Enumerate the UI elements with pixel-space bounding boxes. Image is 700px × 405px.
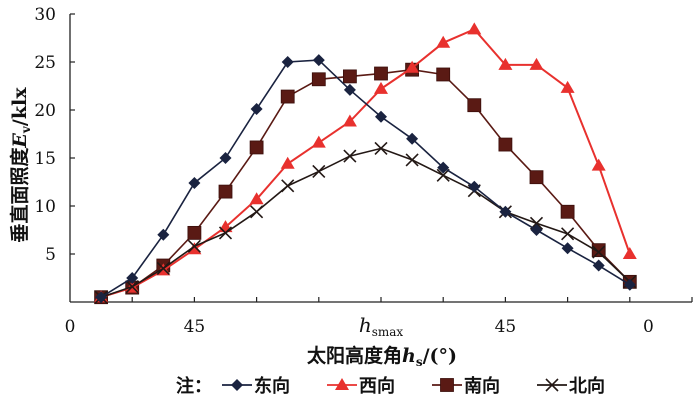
data-point	[218, 226, 233, 240]
y-axis-label: 垂直面照度Ev/klx	[8, 87, 33, 243]
legend-item: 南向	[432, 375, 500, 397]
data-point	[561, 242, 574, 255]
data-point	[436, 168, 450, 182]
data-point	[498, 57, 513, 70]
data-point	[219, 152, 232, 164]
data-point	[467, 22, 482, 35]
data-point	[342, 69, 357, 84]
data-point	[437, 161, 450, 174]
data-point	[591, 158, 606, 171]
legend-label: 东向	[254, 375, 290, 397]
data-point	[591, 243, 606, 258]
data-point	[126, 272, 139, 284]
legend-marker	[440, 378, 454, 392]
legend-prefix: 注：	[176, 375, 212, 397]
data-point	[405, 60, 420, 73]
legend-label: 北向	[569, 375, 605, 397]
data-point	[187, 225, 202, 240]
data-point	[374, 81, 388, 94]
legend: 注： 东向 西向 南向 北向	[176, 375, 605, 397]
data-point	[468, 180, 481, 193]
y-tick-label: 20	[34, 101, 56, 121]
data-point	[95, 291, 108, 304]
data-point	[436, 67, 451, 82]
data-point	[530, 224, 543, 236]
legend-label: 南向	[464, 375, 500, 397]
y-tick-label: 25	[34, 53, 56, 73]
y-tick-label: 30	[34, 5, 56, 25]
y-tick-label: 15	[34, 149, 56, 169]
data-point	[529, 57, 544, 70]
x-tick-label: 45	[184, 317, 206, 337]
y-tick-label: 5	[45, 245, 56, 265]
data-point	[436, 35, 451, 48]
x-axis-label: 太阳高度角hs/(°)	[307, 344, 457, 369]
data-point	[560, 204, 575, 219]
data-point	[498, 137, 513, 152]
legend-label: 西向	[359, 375, 395, 397]
y-tick-label: 10	[34, 197, 56, 217]
data-point	[249, 140, 264, 155]
data-point	[125, 280, 139, 294]
legend-marker	[231, 379, 243, 391]
data-point	[467, 98, 482, 113]
x-tick-label: 0	[643, 317, 654, 337]
x-tick-label: 45	[495, 317, 517, 337]
data-point	[375, 110, 387, 123]
series-line	[100, 147, 631, 298]
data-point	[280, 89, 295, 104]
data-point	[187, 242, 202, 255]
data-point	[622, 247, 637, 259]
legend-marker	[335, 378, 349, 390]
series-北向	[94, 141, 637, 304]
data-point	[311, 135, 326, 148]
data-point	[188, 176, 201, 189]
data-point	[187, 239, 201, 253]
data-point	[561, 227, 575, 241]
data-point	[156, 261, 170, 275]
data-point	[312, 54, 325, 67]
data-point	[529, 170, 544, 185]
data-point	[280, 156, 295, 169]
data-point	[311, 72, 326, 87]
x-tick-label: 0	[65, 317, 76, 337]
data-point	[499, 205, 512, 218]
data-point	[592, 259, 605, 272]
data-point	[342, 114, 357, 127]
data-point	[374, 66, 388, 81]
data-point	[312, 164, 326, 179]
data-point	[157, 228, 170, 241]
data-point	[343, 149, 357, 163]
data-point	[343, 83, 356, 96]
legend-item: 西向	[327, 375, 395, 397]
series-南向	[94, 62, 637, 305]
data-point	[250, 103, 263, 116]
data-point	[406, 132, 419, 145]
data-point	[592, 245, 606, 259]
data-point	[374, 141, 388, 155]
series-line	[100, 59, 631, 298]
legend-item: 北向	[537, 375, 605, 397]
legend-item: 东向	[222, 375, 290, 397]
legend-marker	[545, 378, 559, 392]
data-point	[218, 184, 233, 199]
series-东向	[95, 54, 636, 304]
data-point	[249, 192, 264, 205]
data-point	[405, 153, 419, 167]
x-tick-label: hsmax	[359, 313, 404, 339]
data-point	[281, 56, 294, 68]
data-point	[281, 179, 295, 193]
data-point	[250, 205, 264, 219]
data-point	[623, 278, 636, 291]
data-point	[560, 80, 575, 93]
